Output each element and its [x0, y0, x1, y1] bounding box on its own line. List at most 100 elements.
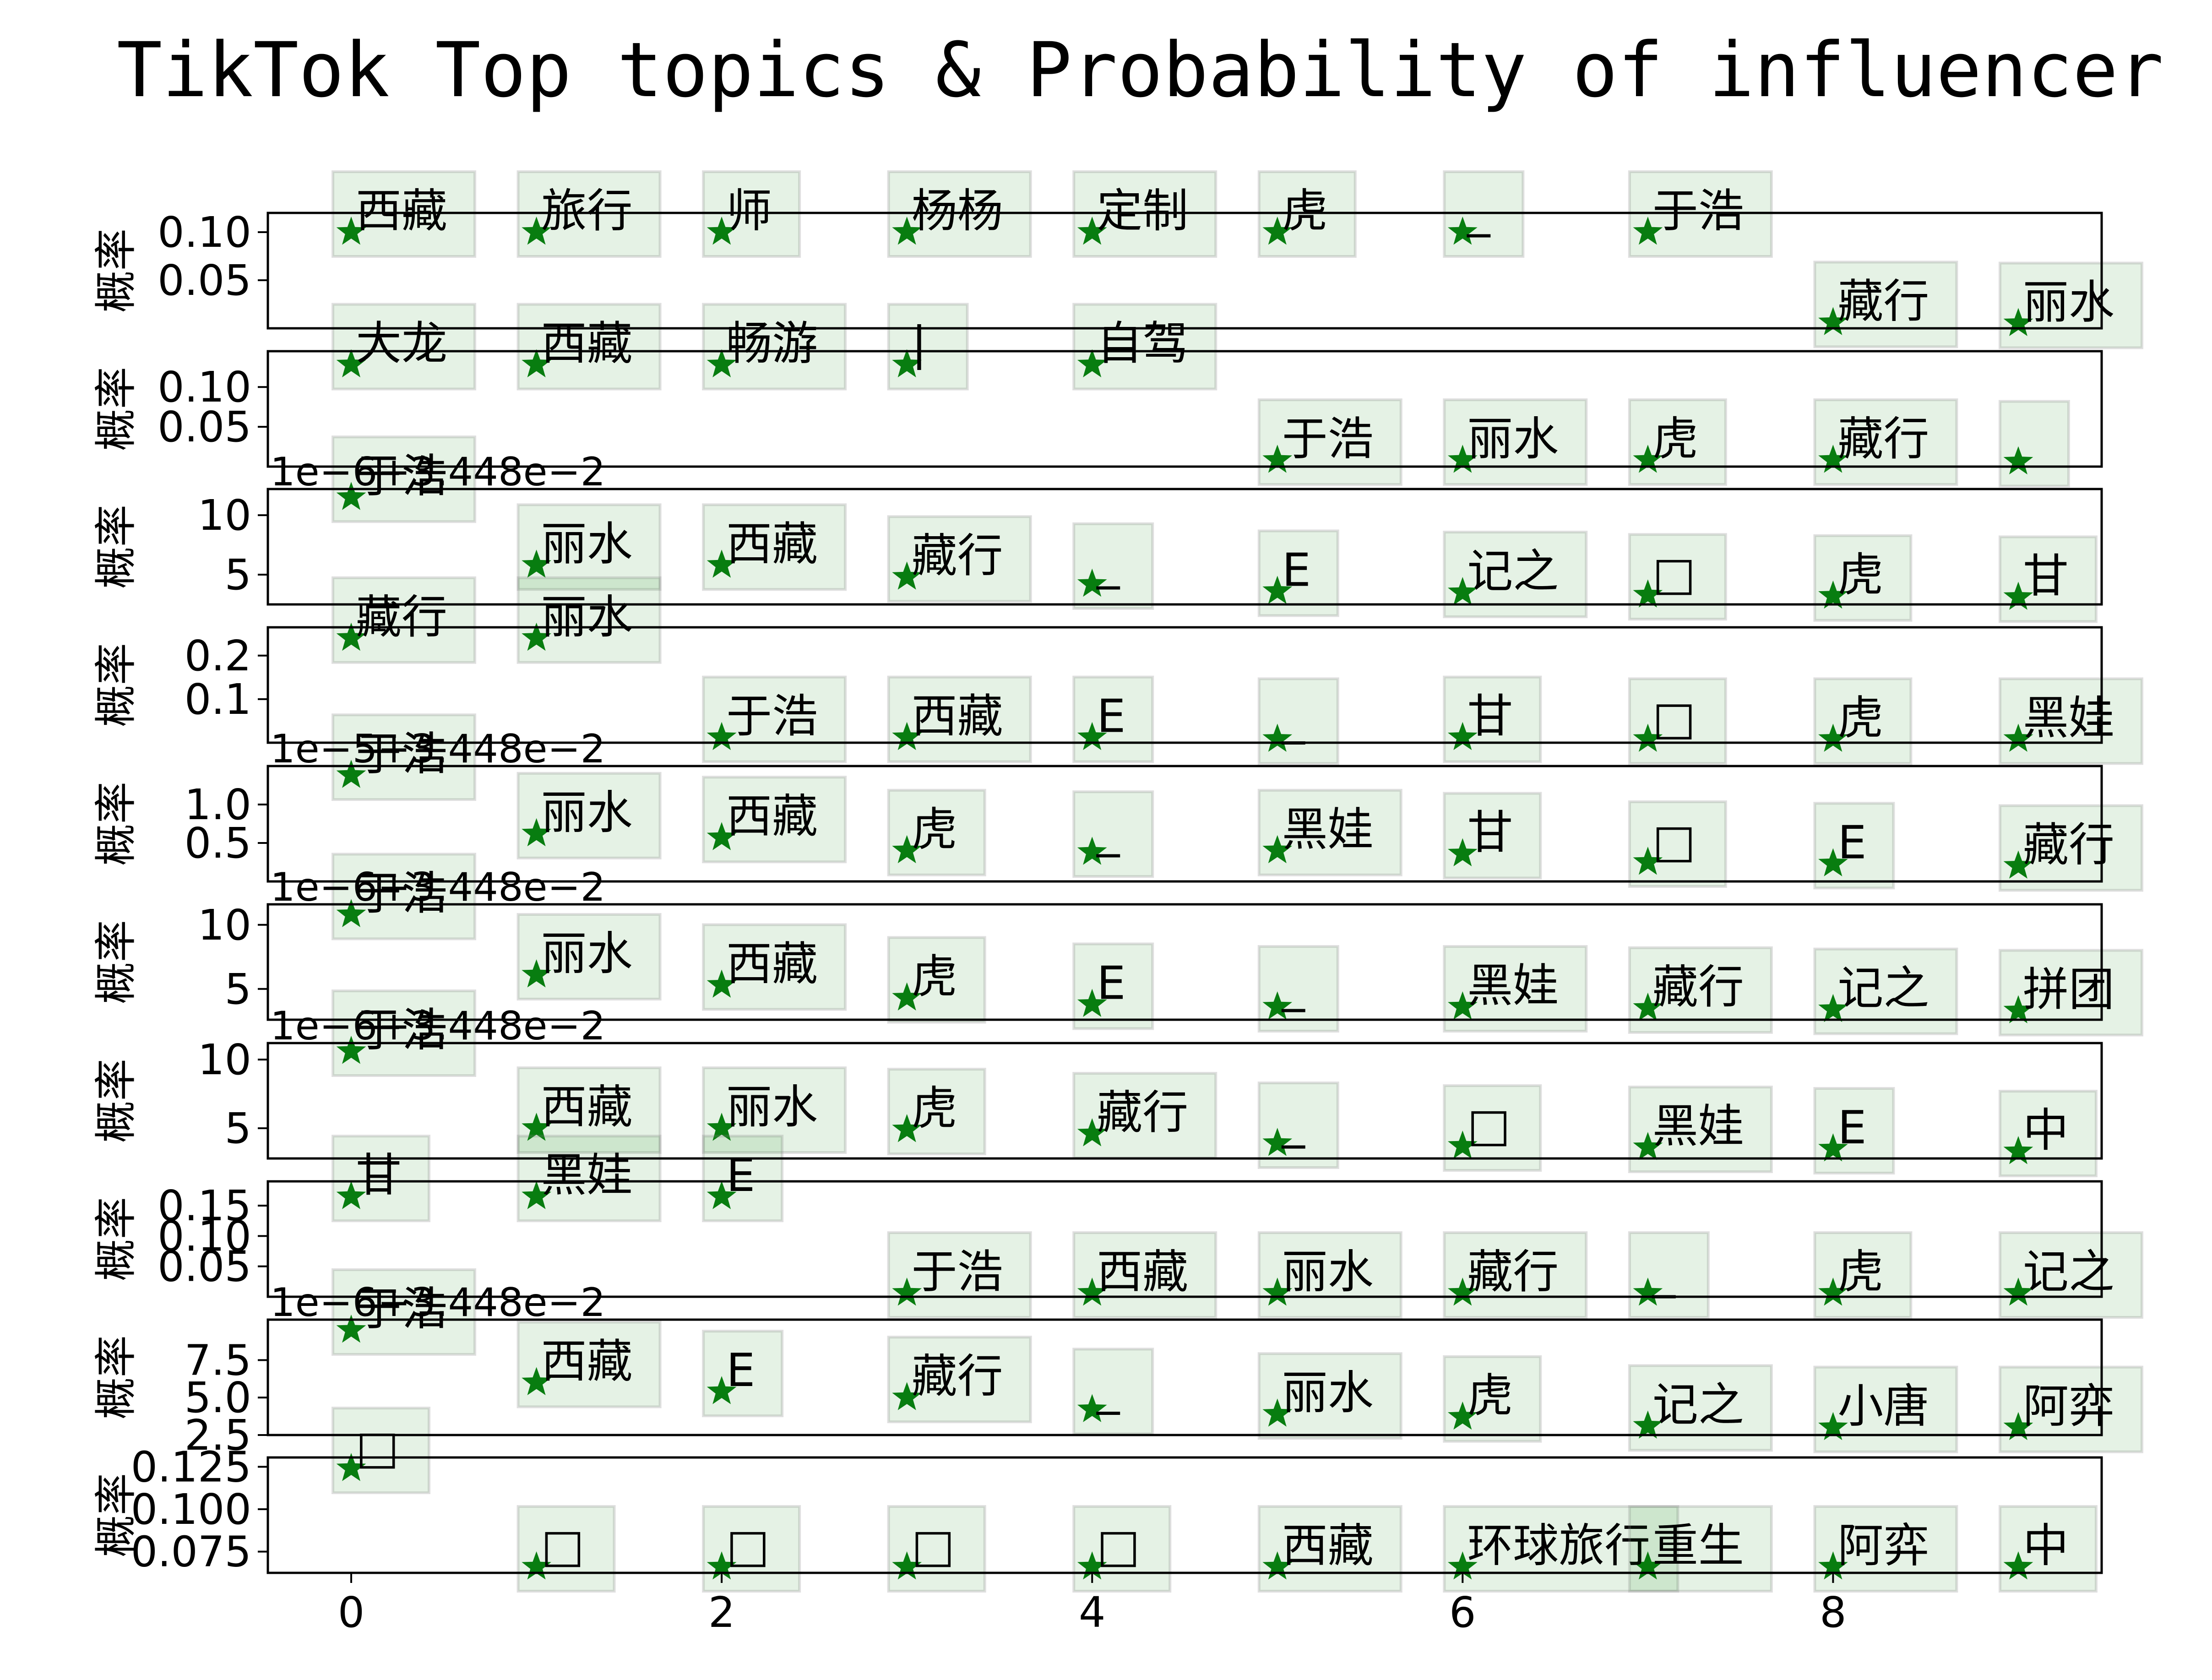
data-label-box [516, 503, 662, 591]
y-axis-label: 概率 [92, 920, 141, 1004]
y-axis-label: 概率 [92, 367, 141, 451]
data-label: 西藏 [1097, 1245, 1188, 1299]
data-label-box [1443, 531, 1588, 619]
data-label: _ [1096, 804, 1120, 858]
data-label-box [1813, 261, 1958, 348]
data-label-box [1813, 534, 1913, 622]
data-point [1448, 1401, 1478, 1430]
data-point [1633, 1551, 1663, 1580]
data-point [1077, 1118, 1107, 1147]
data-label-box [1998, 1090, 2098, 1177]
data-label-box [887, 303, 969, 391]
data-label-box [1998, 677, 2143, 765]
data-point [892, 835, 922, 864]
data-point [1262, 1398, 1293, 1427]
data-label-box [332, 303, 477, 391]
data-label-box [1998, 535, 2098, 623]
data-point [1448, 1131, 1478, 1159]
subplot-frame [266, 212, 2103, 330]
data-label: 虎 [912, 950, 957, 1003]
data-point [707, 1376, 737, 1404]
data-point [1448, 217, 1478, 245]
data-point [707, 1113, 737, 1141]
data-point [1818, 994, 1848, 1022]
data-point [892, 722, 922, 750]
subplot-1: 0.050.10 概率 [92, 208, 2103, 330]
data-label-box [1257, 1352, 1402, 1440]
data-point [1633, 847, 1663, 875]
x-tick-label: 6 [1449, 1588, 1476, 1637]
data-point [522, 217, 551, 245]
data-label-box [1072, 1505, 1172, 1593]
data-label: 藏行 [1652, 960, 1744, 1014]
y-tick-label: 10 [198, 901, 251, 950]
data-point [522, 818, 551, 847]
data-point [2003, 308, 2033, 336]
data-label: 西藏 [1282, 1519, 1374, 1572]
data-label-box [332, 1268, 477, 1356]
data-label: 记之 [2023, 1245, 2114, 1299]
data-label-box [1628, 677, 1727, 765]
data-point [2003, 446, 2033, 475]
data-point [892, 349, 922, 378]
data-label: 小唐 [1837, 1380, 1929, 1433]
data-label-box [1628, 1231, 1710, 1319]
data-label: E [726, 1148, 755, 1202]
data-point [336, 1036, 366, 1064]
data-label-box [887, 1231, 1032, 1319]
data-label: 记之 [1467, 544, 1559, 598]
data-point [2003, 995, 2033, 1023]
data-label-box [1998, 261, 2143, 349]
y-tick-label: 0.05 [158, 1242, 251, 1291]
data-label: 旅行 [541, 184, 633, 238]
data-point [892, 561, 922, 590]
data-label-box [702, 1066, 847, 1154]
data-label-box [1072, 1231, 1217, 1319]
y-axis-label: 概率 [92, 1335, 141, 1419]
data-label-box [702, 1505, 801, 1593]
data-label: 丽水 [726, 1080, 818, 1134]
data-label: □ [1652, 547, 1696, 600]
data-label: 甘 [1467, 690, 1513, 743]
data-label: 藏行 [356, 590, 447, 644]
data-label: _ [1282, 691, 1305, 745]
data-label: 丽水 [541, 786, 633, 839]
data-label-box [887, 1336, 1032, 1424]
data-point [336, 760, 366, 788]
data-label-box [887, 788, 986, 876]
subplot-frame [266, 1180, 2103, 1298]
data-label: 西藏 [726, 789, 818, 843]
subplot-frame [266, 903, 2103, 1021]
data-point [1262, 1128, 1293, 1156]
data-label-box [702, 1330, 784, 1418]
data-point [1262, 217, 1293, 245]
data-label-box [1998, 1231, 2143, 1319]
data-label: 于浩 [1652, 184, 1744, 238]
data-label-box [1813, 677, 1913, 765]
data-label-box [516, 303, 662, 391]
subplot-4: 0.10.2 概率 [92, 626, 2103, 744]
y-tick-label: 7.5 [185, 1336, 251, 1385]
data-label: 于浩 [356, 727, 447, 781]
subplot-3: 5 10 概率 1e−6+3.448e−2 [92, 449, 2103, 606]
y-tick-label: 1.0 [185, 780, 251, 829]
data-label-box [1072, 790, 1154, 878]
data-label-box [516, 1135, 662, 1223]
data-point [1448, 1278, 1478, 1306]
subplot-8: 0.050.100.15 概率 [92, 1180, 2103, 1298]
data-point [1077, 217, 1107, 245]
data-label-box [702, 923, 847, 1011]
data-point [2003, 1551, 2033, 1580]
data-label-box [1072, 1348, 1154, 1435]
data-label: 黑娃 [1652, 1099, 1744, 1153]
data-label-box [332, 576, 477, 664]
data-point [892, 982, 922, 1011]
data-label: 虎 [912, 803, 957, 856]
data-label: 虎 [1282, 184, 1328, 238]
y-axis-label: 概率 [92, 1473, 141, 1557]
y-tick-label: 0.10 [158, 363, 251, 412]
data-label: E [1282, 543, 1311, 597]
subplot-frame [266, 1042, 2103, 1160]
subplot-stack: 西藏 旅行师杨杨 定制虎 _ 于浩藏行 丽水大龙 西藏 畅游 | 自驾于浩 丽水虎藏行于浩丽水 西藏藏… [92, 170, 2143, 1593]
y-tick-label: 0.1 [185, 675, 251, 724]
